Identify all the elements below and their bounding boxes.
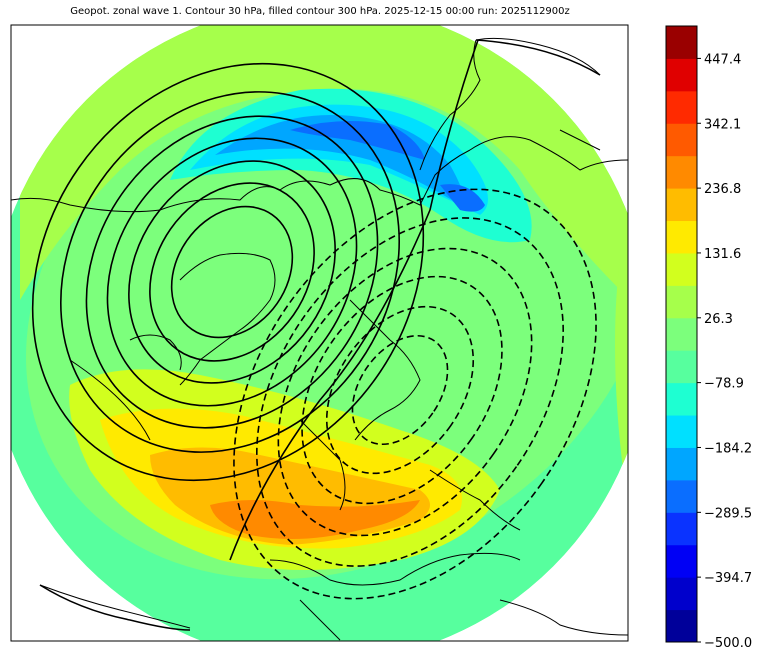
colorbar-band	[666, 188, 697, 222]
colorbar-tick-label: −184.2	[704, 441, 752, 456]
colorbar-band	[666, 90, 697, 124]
colorbar-band	[666, 609, 697, 643]
colorbar-band	[666, 479, 697, 513]
coastline-layer	[11, 37, 628, 641]
colorbar-tick-label: −78.9	[704, 377, 744, 392]
colorbar-tick-label: −289.5	[704, 506, 752, 521]
colorbar-band	[666, 544, 697, 578]
contour-layer-negative	[233, 188, 597, 600]
colorbar-tick-label: −394.7	[704, 571, 752, 586]
colorbar-band	[666, 317, 697, 351]
colorbar-tick-label: 131.6	[704, 247, 741, 262]
colorbar-band	[666, 123, 697, 157]
colorbar-band	[666, 155, 697, 189]
colorbar-tick-label: −500.0	[704, 636, 752, 651]
colorbar-band	[666, 415, 697, 448]
colorbar-band	[666, 285, 697, 319]
colorbar-band	[666, 58, 697, 92]
colorbar-band	[666, 382, 697, 416]
colorbar-tick-label: 26.3	[704, 312, 733, 327]
map-frame	[10, 24, 629, 642]
colorbar-band	[666, 447, 697, 481]
colorbar-ticks: 447.4 342.1 236.8 131.6 26.3 −78.9 −184.2 −289.…	[697, 52, 752, 651]
colorbar-tick-label: 236.8	[704, 182, 741, 197]
colorbar-tick-label: 447.4	[704, 52, 741, 67]
colorbar-band	[666, 252, 697, 286]
colorbar-band	[666, 512, 697, 546]
colorbar-bands	[666, 26, 697, 643]
colorbar-band	[666, 220, 697, 254]
colorbar-tick-label: 342.1	[704, 117, 741, 132]
colorbar-frame	[665, 25, 698, 643]
contour-layer-positive	[31, 39, 601, 631]
map-title: Geopot. zonal wave 1. Contour 30 hPa, fi…	[70, 6, 570, 17]
colorbar-band	[666, 577, 697, 611]
colorbar-band	[666, 350, 697, 384]
colorbar-band	[666, 26, 697, 59]
